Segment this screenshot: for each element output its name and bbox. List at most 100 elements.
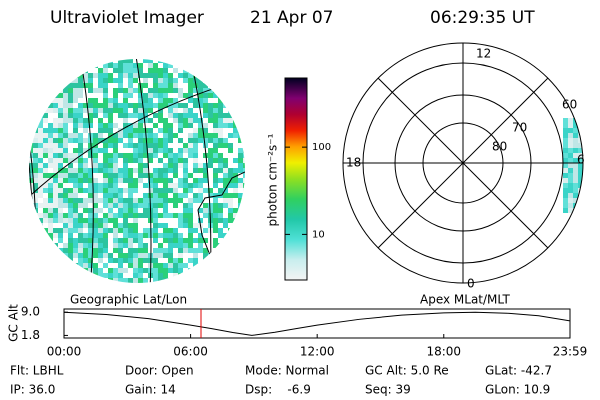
pixel	[578, 148, 583, 153]
pixel	[218, 188, 223, 193]
pixel	[198, 153, 203, 158]
pixel	[29, 178, 33, 183]
pixel	[123, 163, 128, 168]
pixel	[128, 163, 133, 168]
pixel	[573, 133, 578, 138]
pixel	[53, 98, 58, 103]
pixel	[98, 123, 103, 128]
pixel	[223, 88, 228, 93]
pixel	[103, 218, 108, 223]
pixel	[93, 63, 98, 68]
pixel	[58, 73, 63, 78]
pixel	[68, 123, 73, 128]
pixel	[573, 153, 578, 158]
pixel	[93, 248, 98, 253]
pixel	[243, 173, 245, 178]
pixel	[243, 78, 245, 83]
pixel	[33, 118, 38, 123]
pixel	[178, 123, 183, 128]
pixel	[193, 158, 198, 163]
time: 06:29:35 UT	[430, 8, 535, 28]
pixel	[213, 213, 218, 218]
pixel	[208, 158, 213, 163]
pixel	[108, 138, 113, 143]
pixel	[188, 59, 193, 63]
pixel	[33, 248, 38, 253]
pixel	[108, 223, 113, 228]
pixel	[223, 183, 228, 188]
pixel	[63, 98, 68, 103]
pixel	[38, 238, 43, 243]
pixel	[53, 208, 58, 213]
pixel	[173, 223, 178, 228]
pixel	[113, 123, 118, 128]
pixel	[83, 128, 88, 133]
pixel	[43, 158, 48, 163]
pixel	[163, 83, 168, 88]
pixel	[68, 68, 73, 73]
pixel	[38, 78, 43, 83]
pixel	[63, 163, 68, 168]
pixel	[213, 198, 218, 203]
pixel	[73, 233, 78, 238]
pixel	[163, 223, 168, 228]
pixel	[83, 203, 88, 208]
pixel	[78, 193, 83, 198]
pixel	[213, 158, 218, 163]
pixel	[148, 103, 153, 108]
pixel	[48, 103, 53, 108]
pixel	[223, 98, 228, 103]
pixel	[203, 78, 208, 83]
pixel	[58, 228, 63, 233]
pixel	[38, 228, 43, 233]
pixel	[53, 168, 58, 173]
pixel	[188, 118, 193, 123]
pixel	[183, 78, 188, 83]
pixel	[233, 88, 238, 93]
pixel	[238, 243, 243, 248]
pixel	[178, 223, 183, 228]
pixel	[113, 128, 118, 133]
pixel	[113, 98, 118, 103]
pixel	[58, 203, 63, 208]
pixel	[118, 98, 123, 103]
pixel	[188, 78, 193, 83]
pixel	[178, 68, 183, 73]
pixel	[153, 98, 158, 103]
pixel	[58, 173, 63, 178]
pixel	[93, 148, 98, 153]
pixel	[43, 253, 48, 258]
pixel	[63, 198, 68, 203]
pixel	[93, 198, 98, 203]
pixel	[138, 163, 143, 168]
pixel	[203, 218, 208, 223]
pixel	[108, 113, 113, 118]
pixel	[238, 183, 243, 188]
pixel	[53, 88, 58, 93]
y-axis-label: GC Alt	[7, 304, 21, 342]
pixel	[143, 168, 148, 173]
pixel	[123, 103, 128, 108]
pixel	[183, 263, 188, 268]
pixel	[213, 113, 218, 118]
pixel	[233, 203, 238, 208]
pixel	[78, 88, 83, 93]
pixel	[168, 158, 173, 163]
pixel	[133, 248, 138, 253]
pixel	[78, 283, 83, 288]
pixel	[233, 253, 238, 258]
pixel	[108, 243, 113, 248]
pixel	[38, 268, 43, 273]
pixel	[163, 73, 168, 78]
pixel	[158, 183, 163, 188]
pixel	[133, 258, 138, 263]
pixel	[243, 203, 245, 208]
pixel	[48, 158, 53, 163]
pixel	[78, 238, 83, 243]
pixel	[33, 108, 38, 113]
pixel	[38, 93, 43, 98]
pixel	[238, 103, 243, 108]
pixel	[33, 273, 38, 278]
pixel	[233, 238, 238, 243]
pixel	[208, 173, 213, 178]
